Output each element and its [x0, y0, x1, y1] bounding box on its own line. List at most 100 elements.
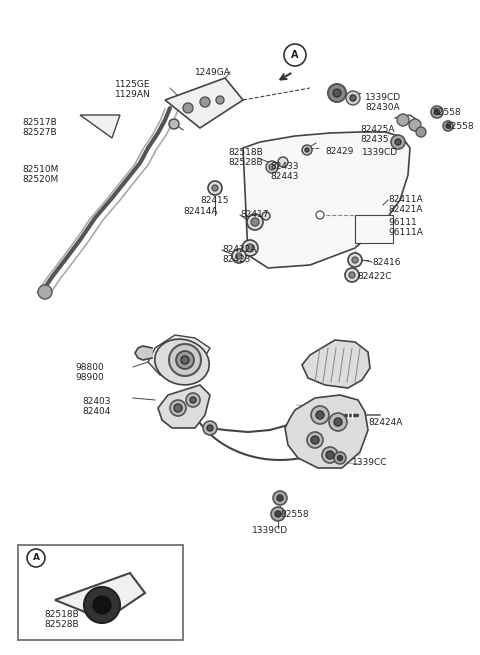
Circle shape [416, 127, 426, 137]
Circle shape [174, 404, 182, 412]
Circle shape [277, 495, 283, 501]
Text: 1249GA: 1249GA [195, 68, 231, 77]
Text: 82424A: 82424A [368, 418, 402, 427]
Text: A: A [291, 50, 299, 60]
Circle shape [307, 432, 323, 448]
Circle shape [242, 240, 258, 256]
FancyBboxPatch shape [355, 215, 393, 243]
Circle shape [316, 411, 324, 419]
Circle shape [216, 96, 224, 104]
Circle shape [333, 89, 341, 97]
Circle shape [311, 406, 329, 424]
Circle shape [84, 587, 120, 623]
Circle shape [328, 84, 346, 102]
Text: 1339CD
82430A: 1339CD 82430A [365, 93, 401, 113]
Polygon shape [55, 573, 145, 620]
Circle shape [183, 103, 193, 113]
Circle shape [186, 393, 200, 407]
Text: A: A [33, 553, 39, 563]
Text: 82558: 82558 [445, 122, 474, 131]
Text: 82411A
82421A: 82411A 82421A [388, 195, 422, 214]
Text: 82422C: 82422C [357, 272, 392, 281]
Circle shape [269, 164, 275, 170]
Ellipse shape [155, 339, 209, 385]
Circle shape [446, 124, 450, 128]
Circle shape [443, 121, 453, 131]
Text: 82416: 82416 [372, 258, 400, 267]
Text: 82403
82404: 82403 82404 [82, 397, 110, 417]
Polygon shape [285, 395, 368, 468]
Circle shape [431, 106, 443, 118]
Text: 82517B
82527B: 82517B 82527B [22, 118, 57, 138]
Polygon shape [302, 340, 370, 388]
Circle shape [170, 400, 186, 416]
Circle shape [169, 344, 201, 376]
Circle shape [302, 145, 312, 155]
Circle shape [305, 148, 309, 152]
Circle shape [212, 185, 218, 191]
Circle shape [251, 218, 259, 226]
Circle shape [176, 351, 194, 369]
Text: 82558: 82558 [432, 108, 461, 117]
Text: 82425A
82435: 82425A 82435 [360, 125, 395, 144]
Text: 1125GE
1129AN: 1125GE 1129AN [115, 80, 151, 100]
Polygon shape [135, 346, 152, 360]
Circle shape [397, 114, 409, 126]
Circle shape [266, 161, 278, 173]
Circle shape [169, 119, 179, 129]
Circle shape [207, 425, 213, 431]
Text: 82415: 82415 [200, 196, 228, 205]
Circle shape [38, 285, 52, 299]
Circle shape [345, 268, 359, 282]
Circle shape [262, 212, 270, 220]
Circle shape [284, 44, 306, 66]
Circle shape [337, 455, 343, 460]
Circle shape [348, 253, 362, 267]
Circle shape [200, 97, 210, 107]
Circle shape [329, 413, 347, 431]
Circle shape [349, 272, 355, 278]
Polygon shape [80, 115, 120, 138]
Circle shape [190, 397, 196, 403]
Circle shape [409, 119, 421, 131]
Circle shape [334, 418, 342, 426]
Polygon shape [158, 385, 210, 428]
Circle shape [346, 91, 360, 105]
Text: 82414A: 82414A [183, 207, 217, 216]
Text: 96111
96111A: 96111 96111A [388, 218, 423, 237]
Circle shape [311, 436, 319, 444]
Text: 82422A
82423: 82422A 82423 [222, 245, 256, 265]
Text: 1339CC: 1339CC [352, 458, 387, 467]
Text: 82433
82443: 82433 82443 [270, 162, 299, 181]
Text: 82429: 82429 [325, 147, 353, 156]
Circle shape [247, 214, 263, 230]
Text: 82510M
82520M: 82510M 82520M [22, 165, 59, 185]
Polygon shape [165, 78, 243, 128]
Circle shape [278, 157, 288, 167]
Text: 82518B
82528B: 82518B 82528B [228, 148, 263, 168]
Text: 82417: 82417 [240, 210, 268, 219]
Circle shape [350, 95, 356, 101]
Circle shape [181, 356, 189, 364]
Circle shape [27, 549, 45, 567]
Text: 1339CD: 1339CD [252, 526, 288, 535]
Circle shape [352, 257, 358, 263]
Circle shape [275, 511, 281, 517]
Circle shape [271, 507, 285, 521]
Text: 1339CD: 1339CD [362, 148, 398, 157]
Text: 82558: 82558 [280, 510, 309, 519]
Polygon shape [243, 132, 410, 268]
Circle shape [326, 451, 334, 459]
Circle shape [434, 109, 440, 115]
Circle shape [246, 244, 254, 252]
Circle shape [232, 249, 246, 263]
Circle shape [391, 135, 405, 149]
Circle shape [208, 181, 222, 195]
Circle shape [203, 421, 217, 435]
Circle shape [236, 253, 242, 259]
Circle shape [322, 447, 338, 463]
Text: 82518B
82528B: 82518B 82528B [45, 610, 79, 629]
Text: 98800
98900: 98800 98900 [75, 363, 104, 383]
Circle shape [395, 139, 401, 145]
Circle shape [93, 596, 111, 614]
